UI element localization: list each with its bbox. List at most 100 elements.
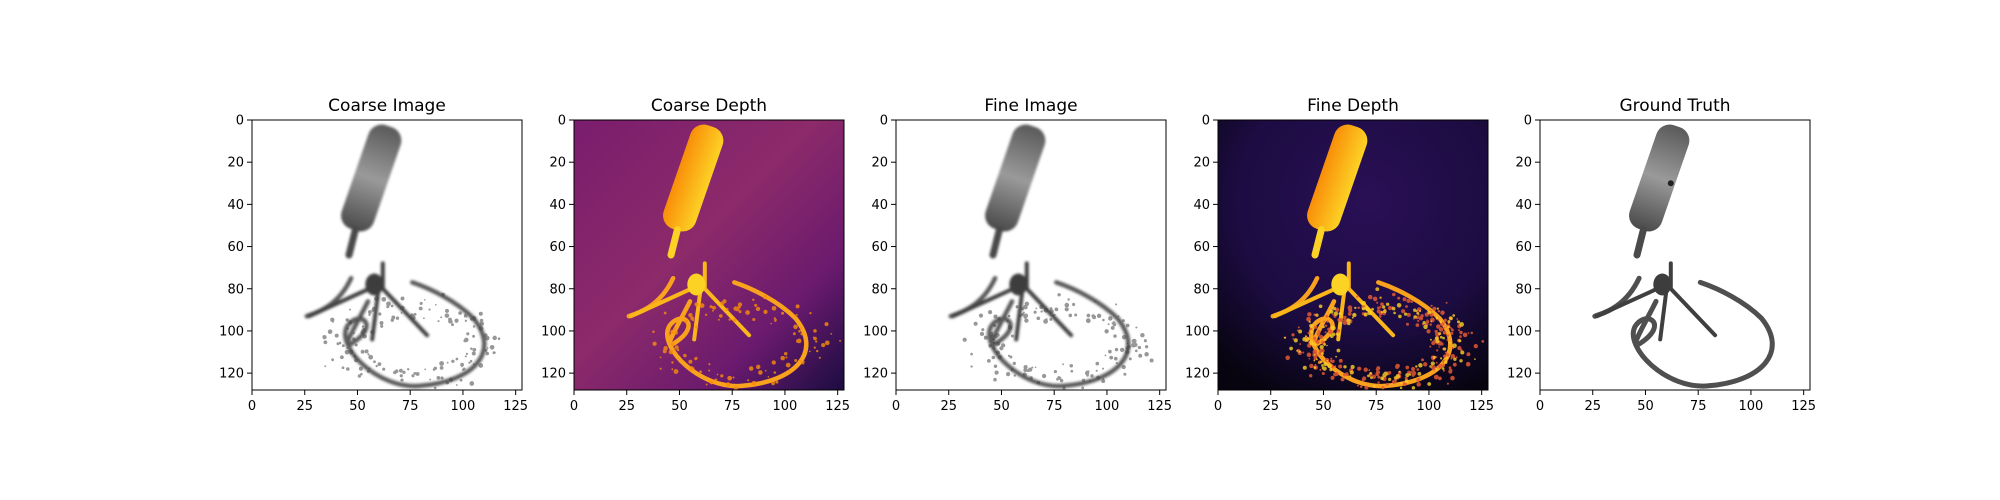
panel-4: Fine Depth 0 25 50 75 100 125 0 20 40 60 80 100 120 xyxy=(1185,96,1494,414)
x-tick-label: 50 xyxy=(1315,399,1332,414)
mic-base xyxy=(365,273,384,296)
mic-button xyxy=(1667,180,1674,187)
x-tick-label: 100 xyxy=(1095,399,1120,414)
y-tick-label: 0 xyxy=(1524,114,1532,129)
y-tick-label: 60 xyxy=(1193,240,1210,255)
panel-5: Ground Truth 0 25 50 75 100 125 0 20 40 60 80 100 120 xyxy=(1507,96,1816,414)
y-tick-label: 40 xyxy=(871,198,888,213)
y-tick-label: 80 xyxy=(549,282,566,297)
mic-head xyxy=(1629,124,1690,232)
y-tick-label: 100 xyxy=(863,324,888,339)
y-tick-label: 40 xyxy=(1515,198,1532,213)
y-tick-label: 100 xyxy=(1185,324,1210,339)
y-tick-label: 40 xyxy=(549,198,566,213)
y-tick-label: 20 xyxy=(871,156,888,171)
render-noise xyxy=(962,293,1154,390)
render-noise xyxy=(322,292,501,390)
y-tick-label: 40 xyxy=(1193,198,1210,213)
x-tick-label: 25 xyxy=(296,399,313,414)
y-tick-label: 0 xyxy=(1202,114,1210,129)
mic-neck xyxy=(1311,226,1325,259)
y-tick-label: 80 xyxy=(1515,282,1532,297)
x-tick-label: 125 xyxy=(1147,399,1172,414)
y-tick-label: 100 xyxy=(219,324,244,339)
y-tick-label: 20 xyxy=(549,156,566,171)
y-tick-label: 80 xyxy=(1193,282,1210,297)
x-tick-label: 100 xyxy=(773,399,798,414)
x-tick-label: 0 xyxy=(1214,399,1222,414)
mic-tripod xyxy=(951,261,1074,342)
image-area xyxy=(1540,120,1810,390)
y-tick-label: 100 xyxy=(1507,324,1532,339)
panel-1: Coarse Image 0 25 50 75 100 125 0 20 40 60 80 100 120 xyxy=(219,96,528,414)
x-tick-label: 100 xyxy=(1739,399,1764,414)
mic-neck xyxy=(989,226,1003,259)
mic-head xyxy=(341,124,402,232)
image-area xyxy=(252,120,522,390)
mic-base xyxy=(1331,273,1350,296)
mic-base xyxy=(1009,273,1028,296)
y-tick-label: 0 xyxy=(558,114,566,129)
x-tick-label: 25 xyxy=(1584,399,1601,414)
panel-title: Fine Depth xyxy=(1307,96,1399,116)
axes-frame xyxy=(573,119,845,391)
axes-frame xyxy=(1539,119,1811,391)
x-tick-label: 50 xyxy=(993,399,1010,414)
mic-base xyxy=(1653,273,1672,296)
axes-frame xyxy=(251,119,523,391)
x-tick-label: 100 xyxy=(451,399,476,414)
render-noise xyxy=(1284,287,1476,390)
y-tick-label: 40 xyxy=(227,198,244,213)
x-tick-label: 75 xyxy=(1368,399,1385,414)
y-tick-label: 120 xyxy=(1185,367,1210,382)
mic-neck xyxy=(345,226,359,259)
x-tick-label: 75 xyxy=(1046,399,1063,414)
x-tick-label: 0 xyxy=(892,399,900,414)
axes-frame xyxy=(895,119,1167,391)
panel-title: Ground Truth xyxy=(1619,96,1730,116)
image-area xyxy=(896,120,1166,390)
mic-head xyxy=(985,124,1046,232)
y-tick-label: 20 xyxy=(227,156,244,171)
x-tick-label: 0 xyxy=(570,399,578,414)
panel-2: Coarse Depth 0 25 50 75 100 125 0 20 40 60 80 100 120 xyxy=(541,96,850,414)
image-area xyxy=(574,120,844,390)
y-tick-label: 60 xyxy=(1515,240,1532,255)
y-tick-label: 100 xyxy=(541,324,566,339)
x-tick-label: 25 xyxy=(618,399,635,414)
render-noise xyxy=(652,294,842,390)
x-tick-label: 0 xyxy=(248,399,256,414)
panel-3: Fine Image 0 25 50 75 100 125 0 20 40 60 80 100 120 xyxy=(863,96,1172,414)
y-tick-label: 20 xyxy=(1515,156,1532,171)
y-tick-label: 20 xyxy=(1193,156,1210,171)
y-tick-label: 120 xyxy=(219,367,244,382)
y-tick-label: 0 xyxy=(880,114,888,129)
x-tick-label: 50 xyxy=(671,399,688,414)
y-tick-label: 60 xyxy=(871,240,888,255)
panel-title: Fine Image xyxy=(984,96,1077,116)
y-tick-label: 80 xyxy=(227,282,244,297)
mic-head xyxy=(663,124,724,232)
x-tick-label: 125 xyxy=(503,399,528,414)
x-tick-label: 0 xyxy=(1536,399,1544,414)
mic-head xyxy=(1307,124,1368,232)
microphone-render xyxy=(626,124,809,389)
x-tick-label: 50 xyxy=(349,399,366,414)
image-area xyxy=(1218,120,1488,390)
x-tick-label: 75 xyxy=(1690,399,1707,414)
axes-frame xyxy=(1217,119,1489,391)
mic-tripod xyxy=(629,261,752,342)
microphone-render xyxy=(304,124,487,389)
y-tick-label: 80 xyxy=(871,282,888,297)
x-tick-label: 25 xyxy=(1262,399,1279,414)
panel-title: Coarse Depth xyxy=(651,96,767,116)
x-tick-label: 125 xyxy=(825,399,850,414)
x-tick-label: 75 xyxy=(724,399,741,414)
x-tick-label: 125 xyxy=(1791,399,1816,414)
x-tick-label: 125 xyxy=(1469,399,1494,414)
mic-tripod xyxy=(1595,261,1718,342)
y-tick-label: 120 xyxy=(1507,367,1532,382)
y-tick-label: 60 xyxy=(549,240,566,255)
y-tick-label: 0 xyxy=(236,114,244,129)
